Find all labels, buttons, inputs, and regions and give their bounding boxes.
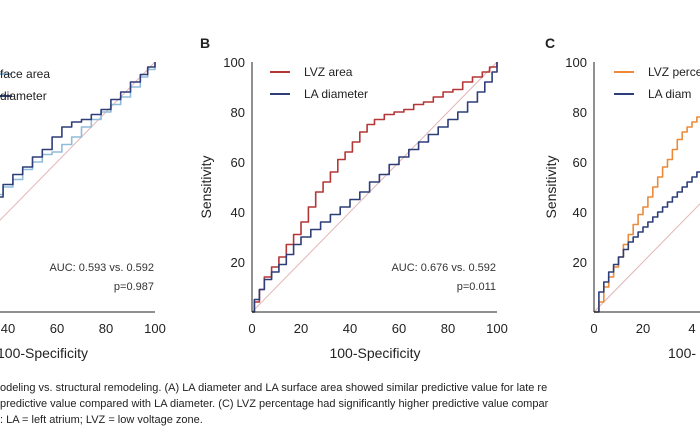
panel-a-x-tick-label: 100: [144, 321, 166, 336]
panel-a-series-1-line: [0, 62, 156, 196]
panel-a-legend-label-2: diameter: [0, 89, 47, 103]
panel-b-x-tick-label: 80: [441, 321, 455, 336]
panel-a-x-tick-label: 80: [99, 321, 113, 336]
panel-b-reference-diagonal: [251, 61, 498, 313]
panel-a-series-2-line: [0, 62, 156, 198]
panel-c-x-tick-labels: 0 20 4: [590, 321, 695, 336]
panel-b-x-tick-labels: 0 20 40 60 80 100: [248, 321, 507, 336]
panel-b-y-tick-label: 100: [223, 55, 245, 70]
panel-b-x-tick-label: 20: [294, 321, 308, 336]
panel-b-legend-label-1: LVZ area: [304, 65, 353, 79]
panel-b-x-tick-label: 0: [248, 321, 255, 336]
panel-c-y-tick-labels: 20 40 60 80 100: [565, 55, 587, 270]
panel-c: C 20 40 60 80 100 0 20 4 Sensitivity 100- LVZ …: [543, 35, 700, 361]
caption-line-3: : LA = left atrium; LVZ = low voltage zo…: [0, 414, 203, 426]
panel-b-y-tick-label: 60: [231, 155, 245, 170]
panel-c-x-tick-label: 0: [590, 321, 597, 336]
panel-b-series-2-line: [252, 62, 498, 313]
panel-b-x-tick-label: 100: [486, 321, 508, 336]
panel-a: face area diameter AUC: 0.593 vs. 0.592 …: [0, 61, 166, 361]
panel-b-y-tick-label: 80: [231, 105, 245, 120]
figure-caption: odeling vs. structural remodeling. (A) L…: [0, 381, 700, 439]
panel-c-reference-diagonal: [594, 203, 700, 313]
panel-a-auc-text: AUC: 0.593 vs. 0.592: [49, 262, 154, 274]
panel-c-y-tick-label: 80: [573, 105, 587, 120]
panel-b-legend-label-2: LA diameter: [304, 87, 368, 101]
panel-a-reference: [0, 61, 156, 221]
panel-a-legend-label-1: face area: [0, 67, 50, 81]
panel-c-y-tick-label: 60: [573, 155, 587, 170]
caption-line-2: predictive value compared with LA diamet…: [0, 398, 549, 410]
panel-c-lines: [594, 116, 700, 313]
panel-b-letter: B: [200, 35, 210, 51]
panel-c-x-tick-label: 20: [636, 321, 650, 336]
roc-figure: face area diameter AUC: 0.593 vs. 0.592 …: [0, 35, 700, 361]
panel-b-reference: [251, 61, 498, 313]
panel-c-x-axis-title: 100-: [668, 345, 696, 361]
panel-b-auc-text: AUC: 0.676 vs. 0.592: [391, 262, 496, 274]
panel-c-reference: [594, 203, 700, 313]
panel-b-p-text: p=0.011: [457, 281, 496, 293]
panel-c-y-tick-label: 20: [573, 255, 587, 270]
panel-a-x-axis-title: 100-Specificity: [0, 345, 88, 361]
panel-b: B 20 40 60 80 100 0 20 40 60 80 100 Sensitivity 1…: [198, 35, 508, 361]
panel-b-x-axis-title: 100-Specificity: [329, 345, 420, 361]
panel-b-lines: [252, 62, 498, 313]
panel-c-letter: C: [545, 35, 555, 51]
panel-b-x-tick-label: 40: [343, 321, 357, 336]
panel-a-x-tick-label: 40: [1, 321, 15, 336]
panel-c-series-2-line: [594, 171, 700, 313]
panel-b-y-tick-label: 20: [231, 255, 245, 270]
panel-a-x-tick-labels: 40 60 80 100: [1, 321, 166, 336]
panel-b-series-1-line: [252, 62, 498, 313]
panel-a-reference-diagonal: [0, 61, 156, 221]
panel-b-y-tick-labels: 20 40 60 80 100: [223, 55, 245, 270]
panel-a-p-text: p=0.987: [114, 281, 154, 293]
panel-c-series-1-line: [594, 116, 700, 313]
panel-c-y-axis-title: Sensitivity: [543, 155, 559, 218]
panel-b-x-tick-label: 60: [392, 321, 406, 336]
panel-a-lines: [0, 62, 156, 198]
panel-c-legend-label-2: LA diam: [648, 87, 691, 101]
panel-a-x-tick-label: 60: [50, 321, 64, 336]
panel-b-y-axis-title: Sensitivity: [198, 155, 214, 218]
panel-c-y-tick-label: 40: [573, 205, 587, 220]
panel-c-legend-label-1: LVZ percer: [648, 65, 700, 79]
caption-line-1: odeling vs. structural remodeling. (A) L…: [0, 382, 548, 394]
panel-b-y-tick-label: 40: [231, 205, 245, 220]
panel-c-x-tick-label: 4: [688, 321, 695, 336]
panel-c-y-tick-label: 100: [565, 55, 587, 70]
